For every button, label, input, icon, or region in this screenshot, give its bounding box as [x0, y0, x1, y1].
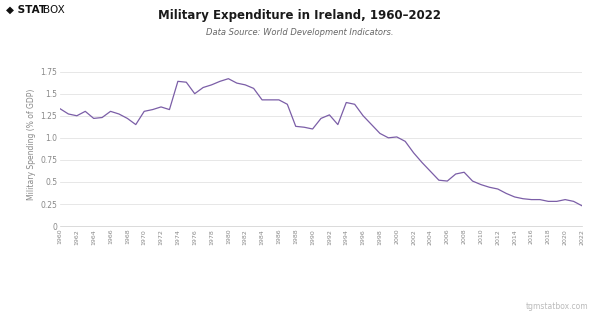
Text: Military Expenditure in Ireland, 1960–2022: Military Expenditure in Ireland, 1960–20… [158, 9, 442, 22]
Text: tgmstatbox.com: tgmstatbox.com [526, 302, 588, 311]
Text: ◆ STAT: ◆ STAT [6, 5, 46, 15]
Text: Data Source: World Development Indicators.: Data Source: World Development Indicator… [206, 28, 394, 37]
Text: BOX: BOX [43, 5, 65, 15]
Y-axis label: Military Spending (% of GDP): Military Spending (% of GDP) [27, 89, 36, 200]
